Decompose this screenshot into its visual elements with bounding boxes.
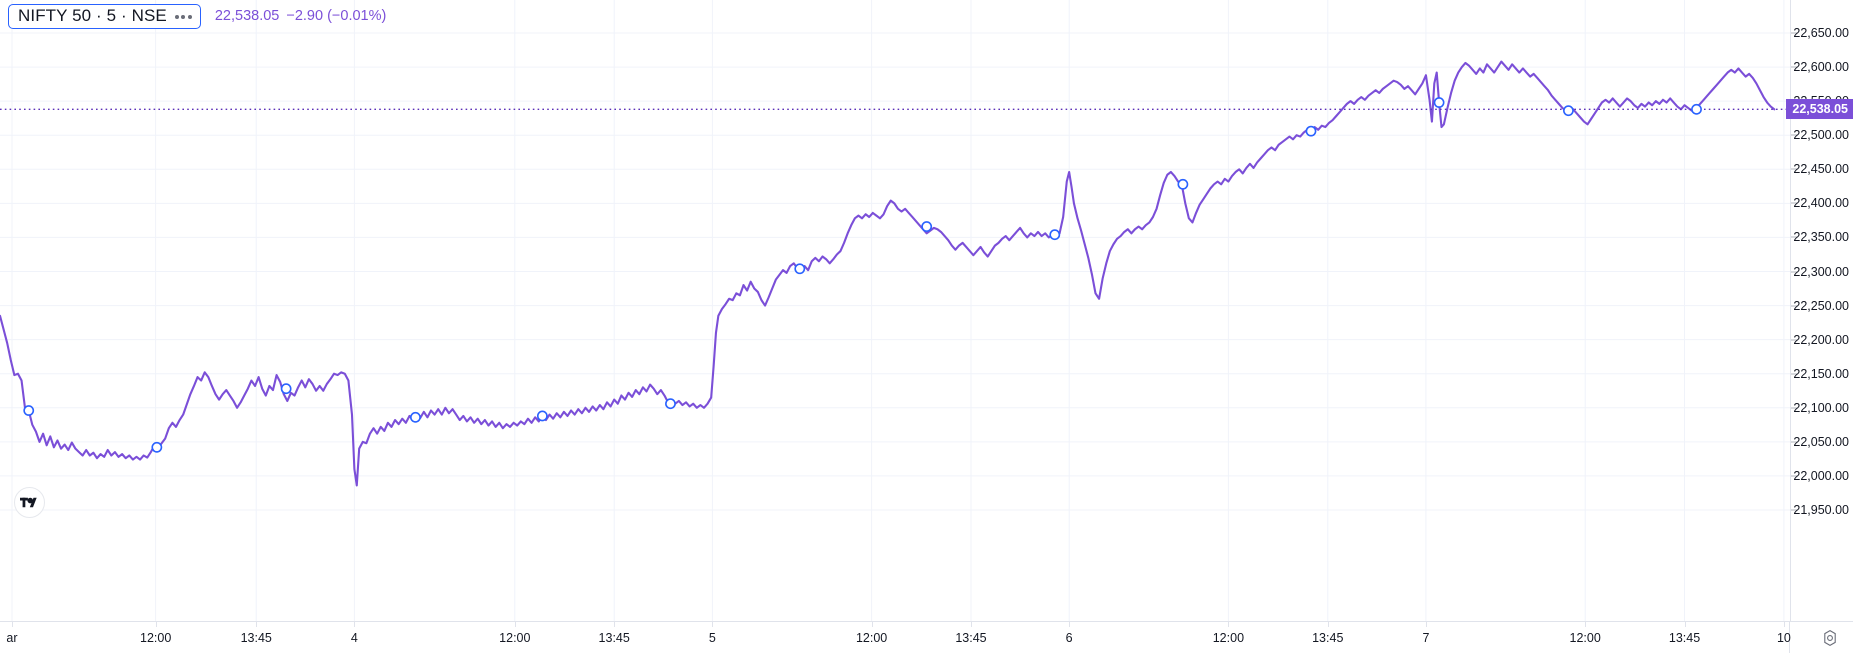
time-tick-label: ar bbox=[6, 631, 18, 645]
data-point-marker bbox=[1433, 97, 1445, 108]
data-point-marker bbox=[1049, 229, 1061, 241]
horizontal-gridlines bbox=[0, 32, 1790, 511]
price-axis[interactable]: 22,650.0022,600.0022,550.0022,500.0022,4… bbox=[1790, 0, 1853, 621]
price-tick-label: 22,450.00 bbox=[1793, 162, 1849, 177]
tradingview-logo-icon bbox=[20, 497, 37, 508]
last-price-badge: 22,538.05 bbox=[1786, 99, 1853, 120]
time-tick-separator bbox=[11, 622, 13, 627]
quote-block: 22,538.05 −2.90 (−0.01%) bbox=[215, 8, 386, 24]
last-price-value: 22,538.05 bbox=[214, 8, 280, 24]
price-tick-dash bbox=[1791, 339, 1797, 341]
time-tick-separator bbox=[1327, 622, 1329, 627]
time-tick-label: 6 bbox=[1065, 631, 1073, 645]
time-tick-separator bbox=[1069, 622, 1071, 627]
symbol-button[interactable]: NIFTY 50 · 5 · NSE bbox=[8, 3, 201, 29]
price-tick-dash bbox=[1791, 236, 1797, 238]
price-tick-label: 22,350.00 bbox=[1793, 230, 1849, 245]
time-tick-separator bbox=[970, 622, 972, 627]
chart-header: NIFTY 50 · 5 · NSE 22,538.05 −2.90 (−0.0… bbox=[0, 0, 1853, 32]
data-point-marker bbox=[410, 411, 421, 423]
data-point-marker bbox=[23, 405, 35, 416]
price-tick-dash bbox=[1791, 373, 1797, 375]
data-point-marker bbox=[1563, 105, 1574, 117]
time-axis[interactable]: ar 12:00 13:45 4 12:00 13:45 5 12:00 13:45 6 12:00… bbox=[0, 621, 1853, 653]
price-tick-label: 22,650.00 bbox=[1793, 26, 1849, 40]
time-tick-label: 12:00 bbox=[140, 631, 172, 645]
price-tick-label: 22,050.00 bbox=[1793, 434, 1849, 449]
price-tick-label: 22,150.00 bbox=[1793, 366, 1849, 381]
time-tick-label: 12:00 bbox=[499, 631, 531, 645]
price-tick-dash bbox=[1791, 509, 1797, 511]
more-options-icon[interactable] bbox=[174, 13, 192, 19]
time-tick-label: 13:45 bbox=[1668, 631, 1701, 645]
time-tick-label: 12:00 bbox=[1212, 631, 1245, 645]
price-tick-label: 22,250.00 bbox=[1793, 298, 1849, 313]
price-tick-label: 21,950.00 bbox=[1793, 503, 1849, 517]
price-tick-dash bbox=[1791, 475, 1797, 477]
time-tick-label: 7 bbox=[1422, 631, 1430, 645]
time-tick-separator bbox=[514, 622, 516, 627]
time-tick-separator bbox=[155, 622, 157, 627]
data-point-marker bbox=[1177, 178, 1189, 190]
data-point-marker bbox=[665, 398, 676, 410]
data-point-marker bbox=[921, 221, 933, 232]
price-change-value: −2.90 (−0.01%) bbox=[286, 8, 387, 24]
price-tick-label: 22,100.00 bbox=[1793, 400, 1849, 415]
chart-plot-area[interactable] bbox=[0, 0, 1790, 621]
settings-gear-icon[interactable] bbox=[1821, 629, 1839, 647]
time-tick-separator bbox=[256, 622, 258, 627]
price-tick-label: 22,300.00 bbox=[1793, 264, 1849, 279]
tradingview-logo[interactable] bbox=[14, 487, 45, 518]
price-tick-dash bbox=[1791, 305, 1797, 307]
time-tick-separator bbox=[354, 622, 356, 627]
time-tick-label: 4 bbox=[350, 631, 358, 645]
symbol-label: NIFTY 50 · 5 · NSE bbox=[18, 6, 167, 25]
time-tick-label: 13:45 bbox=[955, 631, 987, 645]
data-point-marker bbox=[151, 441, 163, 453]
price-tick-label: 22,400.00 bbox=[1793, 196, 1849, 211]
price-tick-dash bbox=[1791, 441, 1797, 443]
price-tick-label: 22,000.00 bbox=[1793, 468, 1849, 483]
vertical-gridlines bbox=[11, 0, 1785, 621]
time-tick-separator bbox=[1585, 622, 1587, 627]
data-point-markers bbox=[23, 97, 1702, 453]
price-line-series bbox=[0, 60, 1776, 487]
time-tick-label: 13:45 bbox=[240, 631, 272, 645]
price-tick-dash bbox=[1791, 407, 1797, 409]
price-tick-dash bbox=[1791, 66, 1797, 68]
time-tick-separator bbox=[871, 622, 873, 627]
time-tick-separator bbox=[1228, 622, 1230, 627]
time-tick-separator bbox=[1425, 622, 1427, 627]
time-tick-separator bbox=[712, 622, 714, 627]
price-tick-label: 22,200.00 bbox=[1793, 332, 1849, 347]
time-tick-label: 13:45 bbox=[598, 631, 630, 645]
time-tick-label: 13:45 bbox=[1312, 631, 1344, 645]
price-tick-label: 22,600.00 bbox=[1793, 60, 1849, 75]
price-tick-dash bbox=[1791, 202, 1797, 204]
price-tick-dash bbox=[1791, 271, 1797, 272]
data-point-marker bbox=[280, 383, 292, 395]
time-tick-label: 10 bbox=[1776, 631, 1791, 645]
price-line-chart bbox=[0, 0, 1790, 621]
time-tick-separator bbox=[614, 622, 616, 627]
price-tick-dash bbox=[1791, 168, 1797, 170]
axis-divider bbox=[1789, 622, 1790, 653]
time-tick-separator bbox=[1783, 622, 1785, 627]
data-point-marker bbox=[794, 263, 806, 275]
price-tick-dash bbox=[1791, 134, 1797, 136]
time-tick-separator bbox=[1684, 622, 1686, 627]
time-tick-label: 12:00 bbox=[855, 631, 888, 645]
data-point-marker bbox=[1305, 125, 1317, 137]
price-tick-label: 22,500.00 bbox=[1793, 128, 1849, 143]
data-point-marker bbox=[536, 410, 548, 422]
data-point-marker bbox=[1691, 103, 1702, 115]
time-tick-label: 5 bbox=[708, 631, 716, 645]
time-tick-label: 12:00 bbox=[1569, 631, 1601, 645]
price-tick-dash bbox=[1791, 32, 1797, 34]
